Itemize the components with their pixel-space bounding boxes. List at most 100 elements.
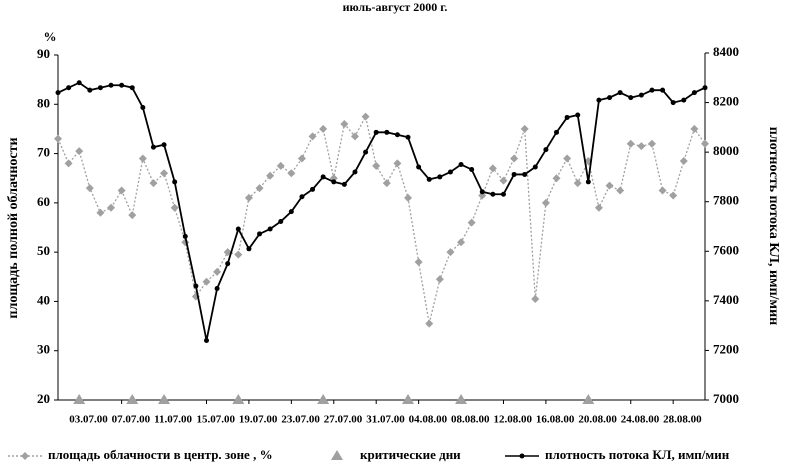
point [341,181,347,187]
x-tick-label: 28.08.00 [663,414,702,426]
point [117,186,126,195]
point [107,203,116,212]
point [626,139,635,148]
point [541,198,550,207]
y2-tick-label: 7000 [713,391,739,406]
point [299,194,305,200]
legend-label: плотность потока КЛ, имп/мин [545,447,730,462]
point [446,248,455,257]
point [246,246,252,252]
point [182,233,188,239]
point [394,132,400,138]
point [478,191,487,200]
legend-marker [21,452,29,460]
point [352,169,358,175]
point [701,139,709,148]
point [691,90,697,96]
point [607,95,613,101]
point [582,394,595,404]
y2-tick-label: 7800 [713,193,739,208]
point [350,132,359,141]
y2-tick-label: 7400 [713,292,739,307]
legend-label: критические дни [360,447,461,462]
point [172,179,178,185]
point [170,203,179,212]
point [649,87,655,93]
point [499,176,508,185]
y-axis-label: площадь полной облачности [6,137,21,318]
x-tick-label: 16.08.00 [536,414,575,426]
y-tick-label: 50 [37,243,50,258]
point [617,90,623,96]
x-tick-label: 03.07.00 [69,414,108,426]
point [405,134,411,140]
point [594,203,603,212]
point [149,179,158,188]
point [373,129,379,135]
point [447,169,453,175]
point [128,211,137,220]
point [76,80,82,86]
point [64,159,73,168]
point [510,154,519,163]
point [340,120,349,128]
point [458,162,464,168]
x-tick-label: 07.07.00 [112,414,151,426]
point [202,277,211,286]
x-tick-label: 11.07.00 [154,414,192,426]
point [637,142,646,151]
point [150,144,156,150]
point [702,85,708,91]
point [426,176,432,182]
point [660,87,666,93]
point [575,112,581,118]
point [490,191,496,197]
point [563,154,572,163]
point [85,184,94,193]
point [161,142,167,148]
y-tick-label: 30 [37,342,50,357]
point [73,394,86,404]
point [108,82,114,88]
x-tick-label: 24.08.00 [621,414,660,426]
point [257,231,263,237]
point [658,186,667,195]
legend-marker [519,453,525,459]
point [532,164,538,170]
point [511,171,517,177]
y-tick-label: 70 [37,145,50,160]
chart-title: июль-август 2000 г. [343,0,448,14]
point [669,191,678,200]
y2-tick-label: 8000 [713,143,739,158]
x-tick-label: 15.07.00 [196,414,235,426]
y-tick-label: 90 [37,46,50,61]
point [203,338,209,344]
point [255,184,264,193]
y2-tick-label: 8200 [713,94,739,109]
point [276,161,285,170]
y2-axis-label: плотность потока КЛ, имп/мин [766,127,781,325]
point [297,154,306,163]
point [585,179,591,185]
point [225,261,231,267]
x-tick-label: 20.08.00 [578,414,617,426]
point [232,394,245,404]
point [488,164,497,173]
point [670,100,676,106]
point [469,166,475,172]
series-line [57,114,706,324]
point [193,283,199,289]
point [287,169,296,178]
point [681,97,687,103]
point [96,208,105,217]
point [138,154,147,163]
point [214,285,220,291]
point [628,95,634,101]
point [384,129,390,135]
point [457,238,466,247]
point [331,179,337,185]
point [308,132,317,141]
x-tick-label: 23.07.00 [281,414,320,426]
point [54,134,62,143]
point [288,209,294,215]
